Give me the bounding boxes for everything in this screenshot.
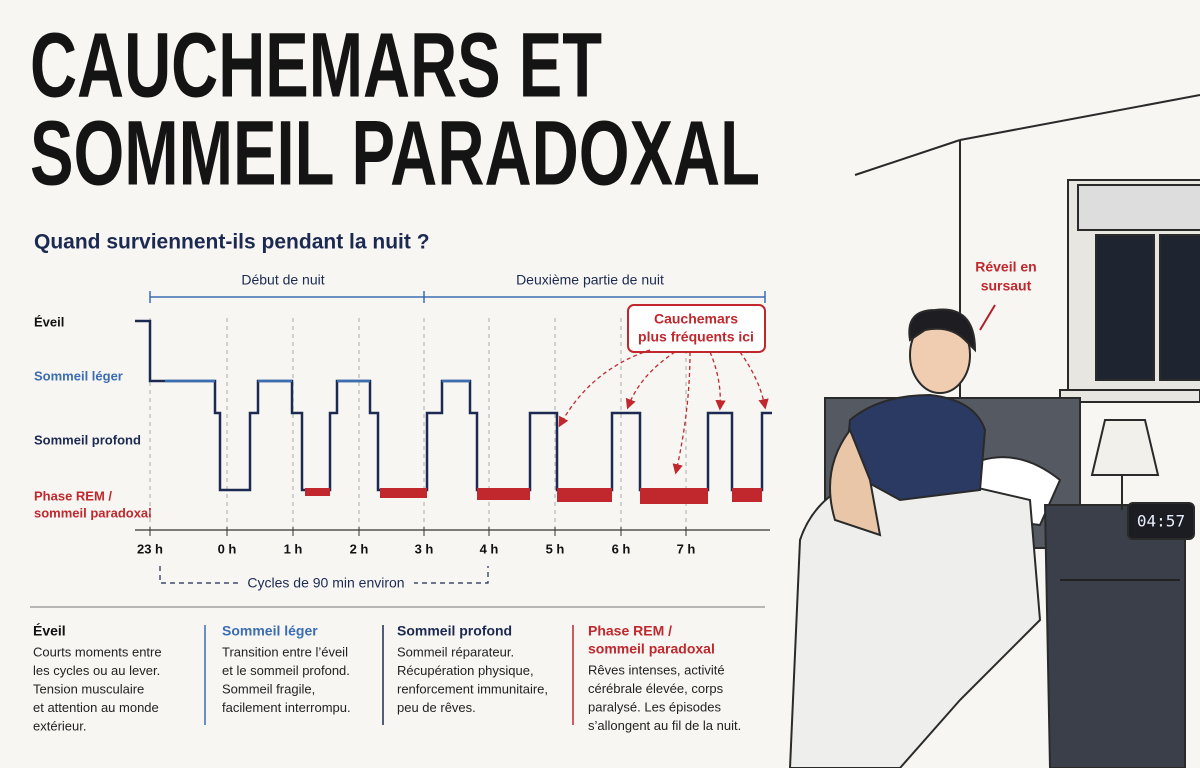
arm	[829, 427, 882, 537]
illustration	[788, 94, 1200, 768]
shirt	[843, 393, 987, 502]
rem-block	[380, 488, 427, 498]
rem-block	[305, 488, 330, 496]
label-pointer	[979, 304, 996, 331]
legend-text: Sommeil réparateur.	[397, 644, 514, 659]
nightstand	[1043, 504, 1186, 768]
legend-text: facilement interrompu.	[222, 700, 351, 715]
rem-block	[640, 488, 708, 504]
legend-title: sommeil paradoxal	[588, 641, 715, 657]
legend-text: s’allongent au fil de la nuit.	[588, 718, 741, 733]
period-label: Deuxième partie de nuit	[516, 272, 664, 288]
legend-text: renforcement immunitaire,	[397, 681, 548, 696]
rem-block	[557, 488, 612, 502]
legend-title: Éveil	[33, 623, 66, 639]
stage-label: Sommeil léger	[34, 368, 123, 383]
stage-label: Éveil	[34, 314, 64, 329]
cycle-label: Cycles de 90 min environ	[247, 575, 404, 591]
clock	[1127, 502, 1195, 540]
rem-block	[732, 488, 762, 502]
legend-text: peu de rêves.	[397, 700, 476, 715]
legend-text: Transition entre l’éveil	[222, 644, 348, 659]
hair	[908, 308, 977, 353]
legend-text: les cycles ou au lever.	[33, 663, 160, 678]
ceiling-line	[959, 94, 1200, 141]
window-sill	[1059, 389, 1200, 403]
illustration-label: sursaut	[981, 278, 1032, 294]
window-blind	[1077, 184, 1200, 231]
stage-label: Phase REM /	[34, 488, 112, 503]
time-label: 1 h	[284, 541, 303, 556]
legend-text: paralysé. Les épisodes	[588, 699, 721, 714]
stage-label: sommeil paradoxal	[34, 505, 152, 520]
legend-text: et le sommeil profond.	[222, 663, 350, 678]
time-label: 2 h	[350, 541, 369, 556]
legend-text: Sommeil fragile,	[222, 681, 315, 696]
annotation-box	[627, 304, 766, 353]
window-pane	[1159, 234, 1200, 381]
legend-text: extérieur.	[33, 718, 86, 733]
annotation-arrow	[558, 349, 651, 428]
illustration-label: Réveil en	[975, 259, 1036, 275]
time-label: 23 h	[137, 541, 163, 556]
legend-title: Phase REM /	[588, 623, 672, 639]
legend-text: et attention au monde	[33, 700, 159, 715]
ceiling-line	[854, 139, 961, 176]
legend-text: Tension musculaire	[33, 681, 144, 696]
clock-time: 04:57	[1137, 512, 1185, 531]
legend-title: Sommeil profond	[397, 623, 512, 639]
lamp-shade	[1090, 419, 1160, 476]
subtitle: Quand surviennent-ils pendant la nuit ?	[34, 231, 430, 254]
legend-text: Courts moments entre	[33, 644, 162, 659]
cycle-label-bg	[238, 574, 414, 594]
title: CAUCHEMARS ET	[30, 14, 602, 116]
time-label: 7 h	[677, 541, 696, 556]
legend-text: Récupération physique,	[397, 663, 534, 678]
title: SOMMEIL PARADOXAL	[30, 102, 760, 204]
time-label: 5 h	[546, 541, 565, 556]
time-label: 6 h	[612, 541, 631, 556]
time-label: 3 h	[415, 541, 434, 556]
annotation-arrow	[739, 351, 769, 410]
annotation-arrow	[709, 351, 726, 411]
annotation-arrow	[672, 351, 691, 475]
annotation: plus fréquents ici	[638, 329, 754, 345]
legend-text: Rêves intenses, activité	[588, 662, 725, 677]
legend-text: cérébrale élevée, corps	[588, 681, 724, 696]
rem-block	[477, 488, 530, 500]
time-label: 0 h	[218, 541, 237, 556]
annotation: Cauchemars	[654, 311, 738, 327]
legend-title: Sommeil léger	[222, 623, 318, 639]
time-label: 4 h	[480, 541, 499, 556]
period-label: Début de nuit	[241, 272, 324, 288]
stage-label: Sommeil profond	[34, 432, 141, 447]
annotation-arrow	[625, 351, 676, 410]
window-pane	[1095, 234, 1155, 381]
